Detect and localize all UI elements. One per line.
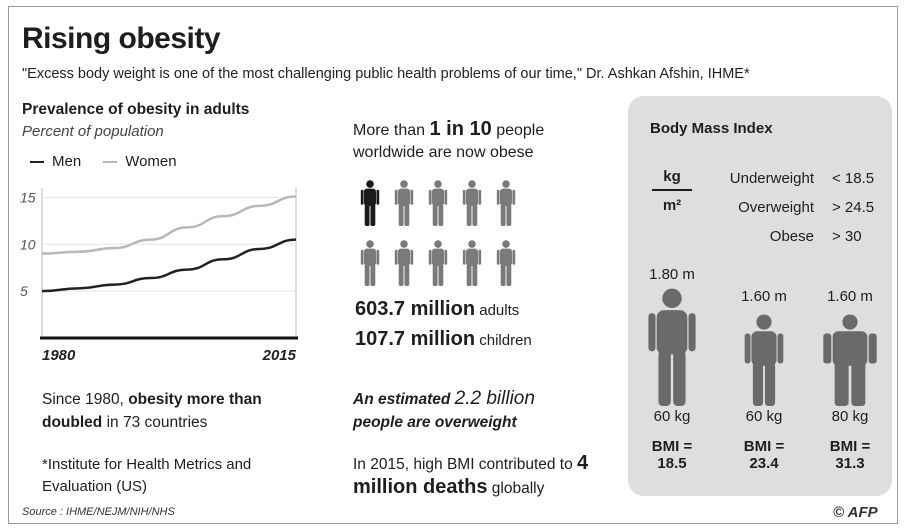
legend-label-women: Women xyxy=(125,153,177,170)
chart-legend: Men Women xyxy=(30,153,199,170)
person-icon xyxy=(496,240,516,286)
person-3-height: 1.60 m xyxy=(827,288,873,305)
x-tick-label: 2015 xyxy=(262,347,297,364)
bmi-threshold-overweight: > 24.5 xyxy=(832,199,875,216)
source-line: Source : IHME/NEJM/NIH/NHS xyxy=(22,506,175,518)
person-icon xyxy=(428,240,448,286)
deaths-bold: 4 million deaths xyxy=(353,452,589,498)
deaths-text: In 2015, high BMI contributed to 4 milli… xyxy=(353,452,623,500)
tall-thin-person-icon xyxy=(648,288,696,406)
person-icon xyxy=(360,180,380,226)
adults-bold: 603.7 million xyxy=(355,298,476,320)
chart-subtitle: Percent of population xyxy=(22,123,164,140)
y-tick-label: 10 xyxy=(20,236,36,252)
intro-post: people worldwide are now obese xyxy=(353,122,545,161)
bmi-title: Body Mass Index xyxy=(650,120,773,137)
infographic-frame xyxy=(8,6,898,524)
bmi-numerator: kg xyxy=(652,168,692,191)
overweight-estimate: An estimated 2.2 billion people are overw… xyxy=(353,387,613,434)
deaths-pre: In 2015, high BMI contributed to xyxy=(353,456,578,473)
estimate-pre: An estimated xyxy=(353,391,455,408)
person-2-bmi-label: BMI = xyxy=(743,438,785,455)
since-bold: obesity more than doubled xyxy=(42,391,262,431)
since-pre: Since 1980, xyxy=(42,391,129,408)
person-icon xyxy=(394,180,414,226)
children-stat: 107.7 million children xyxy=(355,328,532,351)
person-icon xyxy=(462,240,482,286)
person-icon xyxy=(462,180,482,226)
series-line-women xyxy=(41,195,297,255)
people-pictogram xyxy=(360,180,516,286)
person-1-bmi-label: BMI = xyxy=(651,438,693,455)
obesity-line-chart: 5 10 15 1980 2015 xyxy=(20,188,298,364)
person-icon xyxy=(394,240,414,286)
legend-item-women: Women xyxy=(103,153,177,170)
estimate-post: people are overweight xyxy=(353,414,517,431)
one-in-ten-text: More than 1 in 10 people worldwide are n… xyxy=(353,118,613,164)
person-1-bmi: BMI = 18.5 xyxy=(642,438,702,472)
person-3-weight: 80 kg xyxy=(831,408,869,425)
children-text: children xyxy=(475,332,532,349)
chart-title: Prevalence of obesity in adults xyxy=(22,101,250,118)
bmi-threshold-obese: > 30 xyxy=(832,228,862,245)
series-line-men xyxy=(41,238,297,293)
person-icon xyxy=(428,180,448,226)
legend-swatch-women xyxy=(103,160,118,163)
bmi-class-obese: Obese xyxy=(769,228,814,245)
person-1-bmi-value: 18.5 xyxy=(657,455,687,472)
institute-footnote: *Institute for Health Metrics and Evalua… xyxy=(42,456,252,495)
children-bold: 107.7 million xyxy=(355,328,476,350)
bmi-threshold-underweight: < 18.5 xyxy=(832,170,875,187)
person-icon xyxy=(360,240,380,286)
person-2-height: 1.60 m xyxy=(741,288,787,305)
medium-person-icon xyxy=(744,314,784,406)
person-2-weight: 60 kg xyxy=(745,408,783,425)
person-3-bmi-label: BMI = xyxy=(829,438,871,455)
page-title: Rising obesity xyxy=(22,22,221,55)
bmi-class-underweight: Underweight xyxy=(729,170,814,187)
bmi-formula: kg m² xyxy=(652,168,692,214)
adults-text: adults xyxy=(475,302,520,319)
person-3-bmi: BMI = 31.3 xyxy=(820,438,880,472)
bmi-denominator: m² xyxy=(662,197,682,214)
quote: "Excess body weight is one of the most c… xyxy=(22,66,750,82)
bmi-panel: Body Mass Index kg m² Underweight < 18.5… xyxy=(628,96,892,496)
estimate-big: 2.2 billion xyxy=(454,388,535,409)
person-2-bmi: BMI = 23.4 xyxy=(734,438,794,472)
person-2-bmi-value: 23.4 xyxy=(749,455,779,472)
intro-bold: 1 in 10 xyxy=(429,118,492,140)
bmi-class-overweight: Overweight xyxy=(738,199,814,216)
person-1-height: 1.80 m xyxy=(649,266,695,283)
adults-stat: 603.7 million adults xyxy=(355,298,519,321)
legend-item-men: Men xyxy=(30,153,81,170)
bmi-figures xyxy=(648,288,877,406)
y-tick-label: 15 xyxy=(20,189,36,205)
person-icon xyxy=(496,180,516,226)
legend-swatch-men xyxy=(30,160,44,163)
afp-credit: © AFP xyxy=(833,504,878,521)
since-post: in 73 countries xyxy=(102,414,208,431)
intro-pre: More than xyxy=(353,122,430,139)
x-tick-label: 1980 xyxy=(42,347,76,364)
heavy-person-icon xyxy=(823,314,877,406)
legend-label-men: Men xyxy=(52,153,82,170)
since-1980-text: Since 1980, obesity more than doubled in… xyxy=(42,388,322,434)
deaths-post: globally xyxy=(487,480,545,497)
person-1-weight: 60 kg xyxy=(653,408,691,425)
person-3-bmi-value: 31.3 xyxy=(835,455,865,472)
y-tick-label: 5 xyxy=(20,283,28,299)
